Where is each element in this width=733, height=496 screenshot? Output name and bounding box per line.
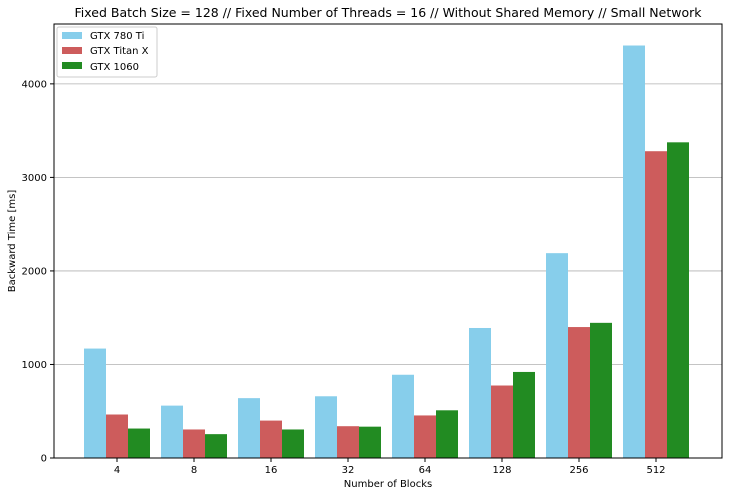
bar-gtx-780-ti-512: [623, 45, 645, 458]
plot-frame: [53, 23, 723, 459]
x-tick-label: 512: [646, 465, 665, 476]
legend-label-gtx-780-ti: GTX 780 Ti: [90, 31, 144, 42]
legend-swatch-gtx-1060: [62, 62, 82, 69]
bar-gtx-titan-x-128: [491, 385, 513, 458]
bar-gtx-1060-16: [282, 429, 304, 458]
legend-swatch-gtx-780-ti: [62, 32, 82, 39]
bar-gtx-1060-8: [205, 434, 227, 458]
bar-gtx-1060-128: [513, 371, 535, 458]
bar-gtx-titan-x-32: [337, 426, 359, 458]
bar-gtx-780-ti-32: [315, 396, 337, 458]
legend-label-gtx-titan-x: GTX Titan X: [90, 46, 149, 57]
x-tick-label: 64: [419, 465, 432, 476]
bars: [84, 45, 689, 459]
x-axis-label: Number of Blocks: [344, 479, 432, 490]
x-tick-label: 128: [492, 465, 511, 476]
bar-gtx-780-ti-128: [469, 327, 491, 458]
y-axis-ticks: 0 1000 2000 3000 4000: [22, 79, 54, 465]
bar-gtx-780-ti-16: [238, 398, 260, 458]
x-tick-label: 8: [191, 465, 197, 476]
x-tick-label: 4: [114, 465, 120, 476]
bar-gtx-titan-x-64: [414, 415, 436, 458]
bar-gtx-titan-x-256: [568, 327, 590, 458]
y-tick-label: 1000: [22, 360, 47, 371]
bar-gtx-780-ti-8: [161, 405, 183, 458]
y-axis-label: Backward Time [ms]: [7, 190, 18, 293]
x-tick-label: 256: [569, 465, 588, 476]
bar-gtx-1060-512: [667, 142, 689, 459]
bar-gtx-1060-4: [128, 428, 150, 458]
bar-gtx-1060-32: [359, 426, 381, 458]
chart-title: Fixed Batch Size = 128 // Fixed Number o…: [75, 5, 703, 20]
bar-gtx-1060-256: [590, 322, 612, 458]
bar-gtx-titan-x-512: [645, 151, 667, 458]
bar-gtx-titan-x-8: [183, 429, 205, 458]
bar-gtx-1060-64: [436, 410, 458, 458]
y-tick-label: 3000: [22, 173, 47, 184]
x-tick-label: 16: [265, 465, 278, 476]
bar-gtx-titan-x-4: [106, 414, 128, 458]
legend-swatch-gtx-titan-x: [62, 47, 82, 54]
legend-label-gtx-1060: GTX 1060: [90, 62, 139, 73]
x-tick-label: 32: [342, 465, 355, 476]
bar-gtx-780-ti-256: [546, 253, 568, 458]
y-tick-label: 0: [41, 454, 47, 465]
bar-gtx-titan-x-16: [260, 420, 282, 458]
y-tick-label: 4000: [22, 79, 47, 90]
bar-gtx-780-ti-4: [84, 348, 106, 458]
legend: GTX 780 Ti GTX Titan X GTX 1060: [56, 26, 158, 78]
bar-gtx-780-ti-64: [392, 374, 414, 458]
y-tick-label: 2000: [22, 266, 47, 277]
x-axis-ticks: 4 8 16 32 64 128 256 512: [114, 458, 666, 476]
